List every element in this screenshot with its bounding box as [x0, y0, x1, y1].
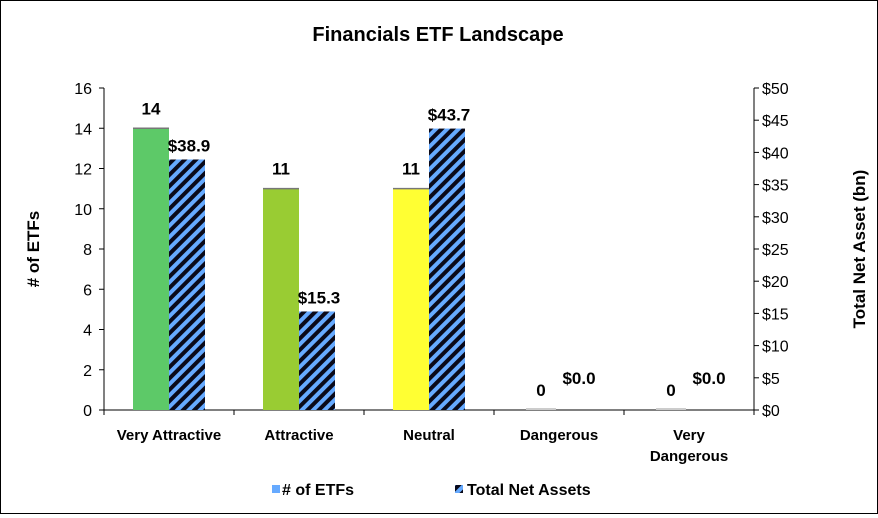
data-label-total-net-assets: $0.0	[692, 369, 725, 388]
chart-title: Financials ETF Landscape	[312, 24, 563, 46]
y2-tick-label: $25	[762, 242, 789, 259]
data-label-etf-count: 0	[536, 381, 545, 400]
bar-total-net-assets	[299, 311, 335, 410]
data-label-total-net-assets: $43.7	[428, 106, 471, 125]
legend-swatch-etf-count	[272, 485, 280, 493]
y2-tick-label: $30	[762, 210, 789, 227]
y2-tick-label: $40	[762, 145, 789, 162]
data-labels: 14 $38.9 11 $15.3 11 $43.7 0 $0.0 0 $0.0	[142, 99, 726, 400]
bars	[133, 127, 686, 410]
y2-tick-label: $10	[762, 339, 789, 356]
bar-etf-count	[263, 188, 299, 410]
legend-label-total-net-assets: Total Net Assets	[467, 482, 591, 499]
y2-tick-label: $20	[762, 274, 789, 291]
y2-tick-label: $35	[762, 178, 789, 195]
y2-tick-label: $5	[762, 371, 780, 388]
axes: 0 2 4 6 8 10 12 14 16 $0 $5 $10 $15 $20 $25 $30 $35 $40 $4…	[74, 81, 789, 465]
legend-swatch-total-net-assets	[455, 485, 463, 493]
y2-tick-label: $0	[762, 403, 780, 420]
data-label-etf-count: 11	[272, 160, 290, 179]
data-label-total-net-assets: $0.0	[562, 369, 595, 388]
y-tick-label: 2	[83, 363, 92, 380]
x-tick-label: Dangerous	[520, 427, 598, 444]
y-axis-label: # of ETFs	[24, 211, 43, 288]
bar-total-net-assets	[169, 159, 205, 410]
y-tick-label: 4	[83, 323, 92, 340]
y-tick-label: 16	[74, 81, 92, 98]
x-tick-label: Neutral	[403, 427, 455, 444]
bar-etf-count	[133, 128, 169, 410]
y-tick-label: 10	[74, 202, 92, 219]
data-label-total-net-assets: $38.9	[168, 136, 211, 155]
y2-tick-label: $50	[762, 81, 789, 98]
data-label-total-net-assets: $15.3	[298, 288, 341, 307]
y-tick-label: 14	[74, 121, 92, 138]
legend-label-etf-count: # of ETFs	[282, 482, 354, 499]
x-tick-label: Attractive	[264, 427, 333, 444]
y-tick-label: 6	[83, 282, 92, 299]
data-label-etf-count: 11	[402, 160, 420, 179]
y-tick-label: 12	[74, 162, 92, 179]
bar-etf-count	[393, 188, 429, 410]
y-tick-label: 0	[83, 403, 92, 420]
y-tick-label: 8	[83, 242, 92, 259]
data-label-etf-count: 0	[666, 381, 675, 400]
legend: # of ETFs Total Net Assets	[272, 482, 591, 499]
y2-tick-label: $15	[762, 306, 789, 323]
y2-tick-label: $45	[762, 113, 789, 130]
data-label-etf-count: 14	[142, 99, 161, 118]
y2-axis-label: Total Net Asset (bn)	[850, 170, 869, 329]
x-tick-label: Very Attractive	[117, 427, 222, 444]
bar-total-net-assets	[429, 128, 465, 410]
x-tick-label: Very Dangerous	[650, 427, 728, 465]
